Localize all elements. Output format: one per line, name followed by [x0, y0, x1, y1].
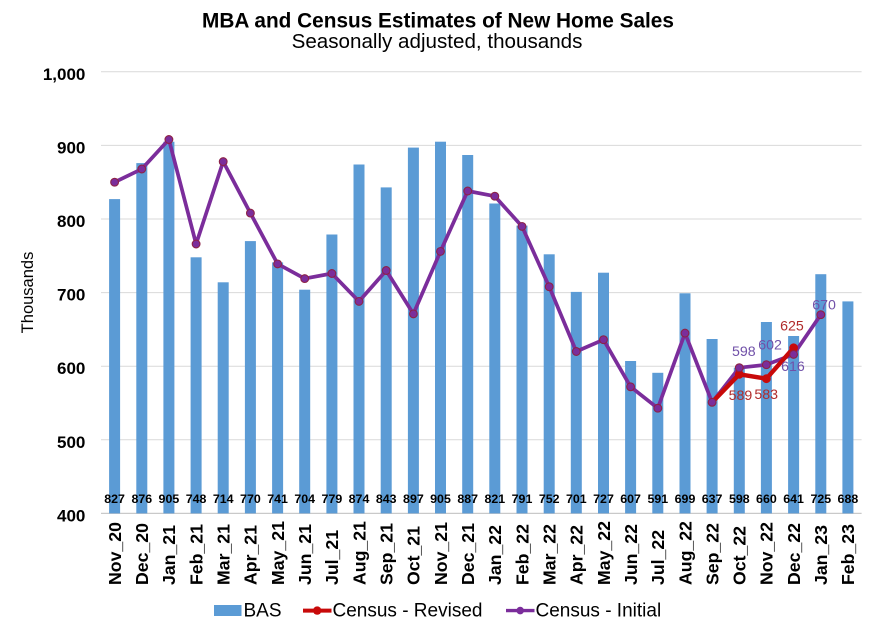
- svg-text:Thousands: Thousands: [19, 252, 37, 334]
- svg-text:637: 637: [702, 492, 723, 506]
- svg-text:BAS: BAS: [244, 601, 282, 622]
- svg-text:1,000: 1,000: [43, 65, 86, 84]
- svg-text:727: 727: [593, 492, 614, 506]
- svg-text:Census - Revised: Census - Revised: [333, 601, 483, 622]
- svg-text:Jul_22: Jul_22: [648, 530, 668, 585]
- svg-text:800: 800: [57, 212, 85, 231]
- svg-text:500: 500: [57, 433, 85, 452]
- svg-text:607: 607: [620, 492, 641, 506]
- svg-text:Oct_22: Oct_22: [730, 526, 750, 585]
- svg-text:900: 900: [57, 138, 85, 157]
- svg-text:791: 791: [512, 492, 533, 506]
- svg-text:Oct_21: Oct_21: [404, 526, 424, 585]
- svg-text:Nov_20: Nov_20: [105, 522, 125, 585]
- svg-text:591: 591: [647, 492, 668, 506]
- svg-text:Dec_20: Dec_20: [132, 523, 152, 585]
- svg-text:641: 641: [783, 492, 804, 506]
- svg-text:Dec_21: Dec_21: [458, 523, 478, 585]
- svg-text:Mar_21: Mar_21: [214, 524, 234, 585]
- svg-text:May_22: May_22: [594, 521, 614, 585]
- svg-text:876: 876: [131, 492, 152, 506]
- svg-text:Sep_22: Sep_22: [702, 523, 722, 585]
- svg-text:600: 600: [57, 359, 85, 378]
- svg-text:700: 700: [57, 286, 85, 305]
- svg-text:779: 779: [322, 492, 343, 506]
- svg-text:625: 625: [780, 319, 804, 335]
- svg-text:MBA and Census Estimates of Ne: MBA and Census Estimates of New Home Sal…: [202, 10, 674, 33]
- svg-text:704: 704: [294, 492, 315, 506]
- svg-text:714: 714: [213, 492, 234, 506]
- svg-text:Jun_22: Jun_22: [621, 524, 641, 585]
- svg-text:602: 602: [758, 338, 782, 354]
- svg-text:616: 616: [781, 359, 805, 375]
- svg-text:Jun_21: Jun_21: [295, 524, 315, 585]
- svg-text:827: 827: [104, 492, 125, 506]
- svg-text:741: 741: [267, 492, 288, 506]
- svg-text:748: 748: [186, 492, 207, 506]
- svg-text:Feb_21: Feb_21: [186, 524, 206, 585]
- svg-text:Jan_22: Jan_22: [485, 525, 505, 585]
- svg-text:Jul_21: Jul_21: [322, 530, 342, 585]
- svg-text:Dec_22: Dec_22: [784, 523, 804, 585]
- svg-text:Apr_21: Apr_21: [241, 525, 261, 585]
- svg-text:Feb_23: Feb_23: [838, 524, 858, 585]
- svg-text:725: 725: [810, 492, 831, 506]
- svg-text:670: 670: [812, 298, 836, 314]
- svg-text:905: 905: [159, 492, 180, 506]
- svg-text:Sep_21: Sep_21: [377, 523, 397, 585]
- svg-text:Jan_21: Jan_21: [159, 525, 179, 585]
- svg-text:Aug_21: Aug_21: [349, 521, 369, 585]
- svg-text:589: 589: [729, 388, 753, 404]
- svg-text:Census - Initial: Census - Initial: [536, 601, 662, 622]
- svg-text:598: 598: [732, 344, 756, 360]
- svg-text:Nov_21: Nov_21: [431, 522, 451, 585]
- svg-text:Apr_22: Apr_22: [567, 525, 587, 585]
- svg-text:905: 905: [430, 492, 451, 506]
- svg-text:699: 699: [675, 492, 696, 506]
- svg-text:Jan_23: Jan_23: [811, 525, 831, 585]
- svg-text:770: 770: [240, 492, 261, 506]
- svg-text:752: 752: [539, 492, 560, 506]
- svg-text:887: 887: [457, 492, 478, 506]
- svg-text:660: 660: [756, 492, 777, 506]
- svg-text:821: 821: [484, 492, 505, 506]
- svg-text:701: 701: [566, 492, 587, 506]
- svg-text:688: 688: [838, 492, 859, 506]
- svg-text:583: 583: [754, 387, 778, 403]
- svg-text:400: 400: [57, 506, 85, 525]
- svg-text:Aug_22: Aug_22: [675, 521, 695, 585]
- svg-text:843: 843: [376, 492, 397, 506]
- svg-text:Mar_22: Mar_22: [540, 524, 560, 585]
- svg-text:Seasonally adjusted, thousands: Seasonally adjusted, thousands: [292, 30, 583, 53]
- svg-text:897: 897: [403, 492, 424, 506]
- svg-text:Nov_22: Nov_22: [757, 522, 777, 585]
- svg-text:598: 598: [729, 492, 750, 506]
- svg-text:874: 874: [349, 492, 370, 506]
- svg-text:May_21: May_21: [268, 521, 288, 585]
- svg-text:Feb_22: Feb_22: [512, 524, 532, 585]
